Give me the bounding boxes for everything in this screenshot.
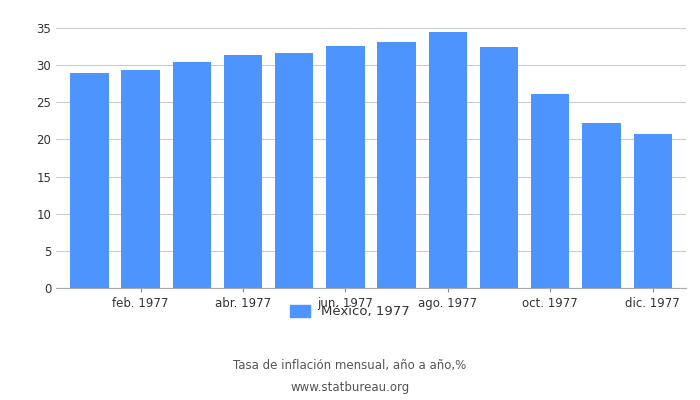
- Bar: [172, 62, 211, 288]
- Bar: [70, 73, 108, 288]
- Text: www.statbureau.org: www.statbureau.org: [290, 382, 410, 394]
- Bar: [224, 55, 262, 288]
- Bar: [531, 94, 570, 288]
- Bar: [428, 32, 467, 288]
- Bar: [377, 42, 416, 288]
- Bar: [582, 123, 621, 288]
- Bar: [634, 134, 672, 288]
- Bar: [121, 70, 160, 288]
- Bar: [275, 53, 314, 288]
- Text: Tasa de inflación mensual, año a año,%: Tasa de inflación mensual, año a año,%: [233, 360, 467, 372]
- Bar: [326, 46, 365, 288]
- Legend: México, 1977: México, 1977: [285, 300, 415, 324]
- Bar: [480, 47, 518, 288]
